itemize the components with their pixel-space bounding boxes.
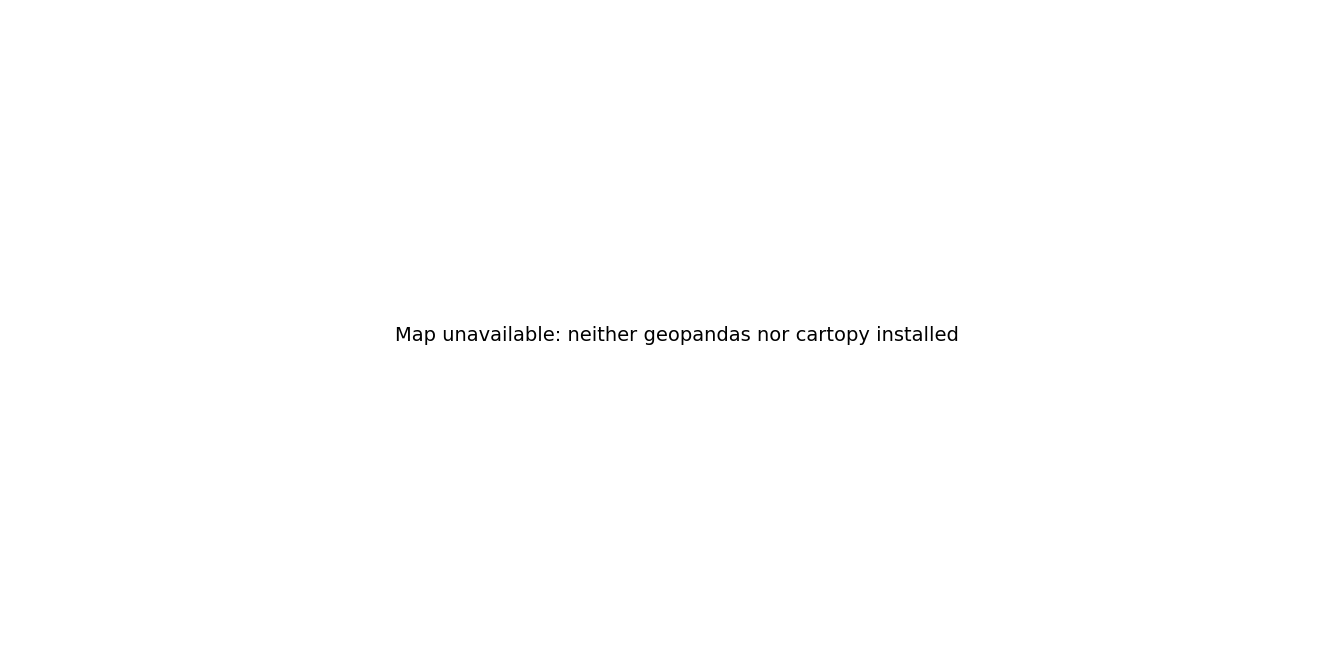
Text: Map unavailable: neither geopandas nor cartopy installed: Map unavailable: neither geopandas nor c… <box>395 327 958 345</box>
